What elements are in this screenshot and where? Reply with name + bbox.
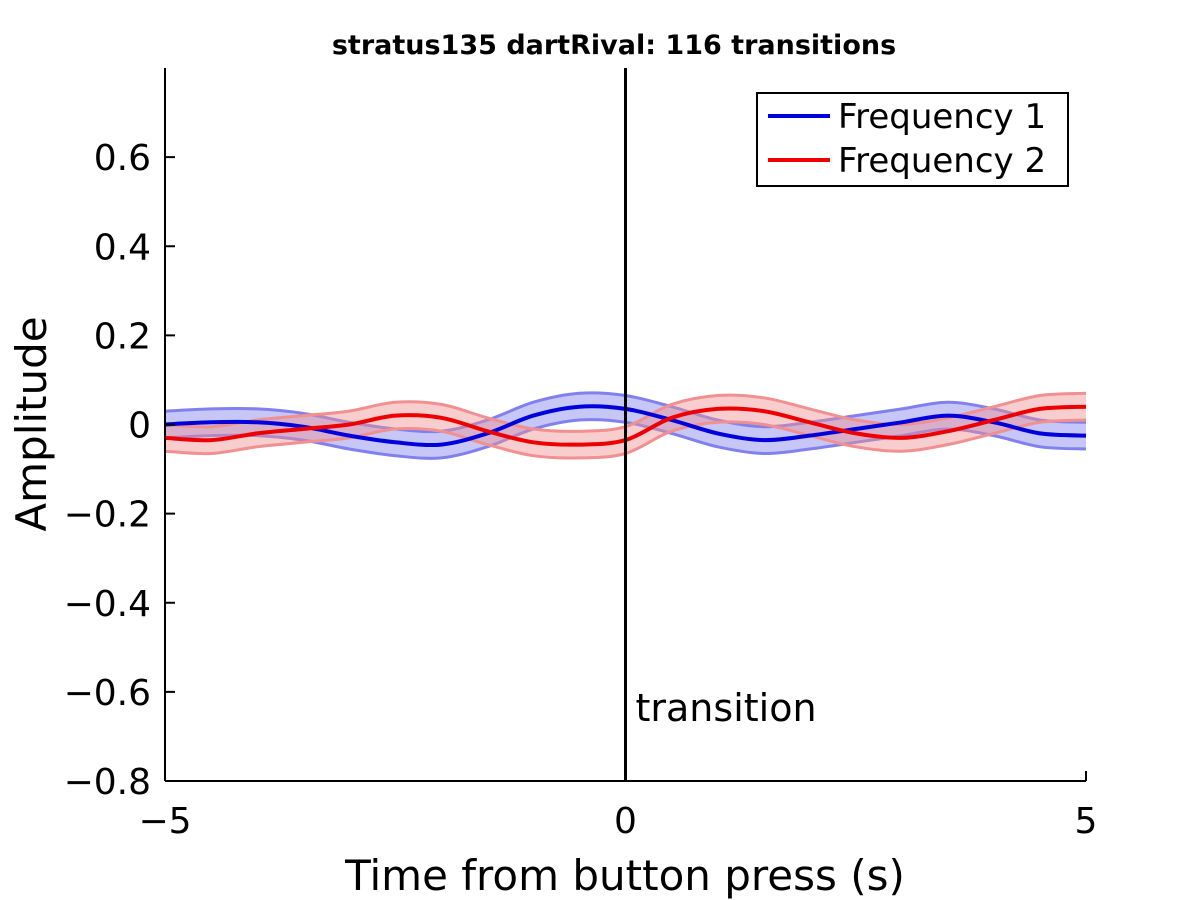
y-axis-label: Amplitude (7, 316, 56, 531)
x-tick-label: 0 (614, 801, 637, 842)
legend: Frequency 1 Frequency 2 (756, 92, 1069, 187)
y-tick-label: −0.8 (64, 762, 151, 803)
y-tick-label: 0 (128, 406, 151, 447)
y-tick-label: 0.4 (94, 227, 151, 268)
legend-box (756, 92, 1069, 187)
y-tick-label: −0.4 (64, 584, 151, 625)
y-tick-label: 0.2 (94, 316, 151, 357)
transition-label: transition (636, 686, 817, 730)
x-ticks: −5 0 5 (138, 771, 1097, 842)
band-fill-frequency-2 (165, 393, 1086, 459)
y-tick-label: −0.2 (64, 495, 151, 536)
x-tick-label: −5 (138, 801, 191, 842)
chart-title: stratus135 dartRival: 116 transitions (332, 30, 896, 61)
legend-label-frequency-1: Frequency 1 (838, 97, 1046, 137)
y-ticks: −0.8 −0.6 −0.4 −0.2 0 0.2 0.4 0.6 (64, 138, 175, 803)
y-tick-label: 0.6 (94, 138, 151, 179)
y-tick-label: −0.6 (64, 673, 151, 714)
x-axis-label: Time from button press (s) (344, 851, 905, 900)
x-tick-label: 5 (1075, 801, 1098, 842)
legend-label-frequency-2: Frequency 2 (838, 141, 1046, 181)
